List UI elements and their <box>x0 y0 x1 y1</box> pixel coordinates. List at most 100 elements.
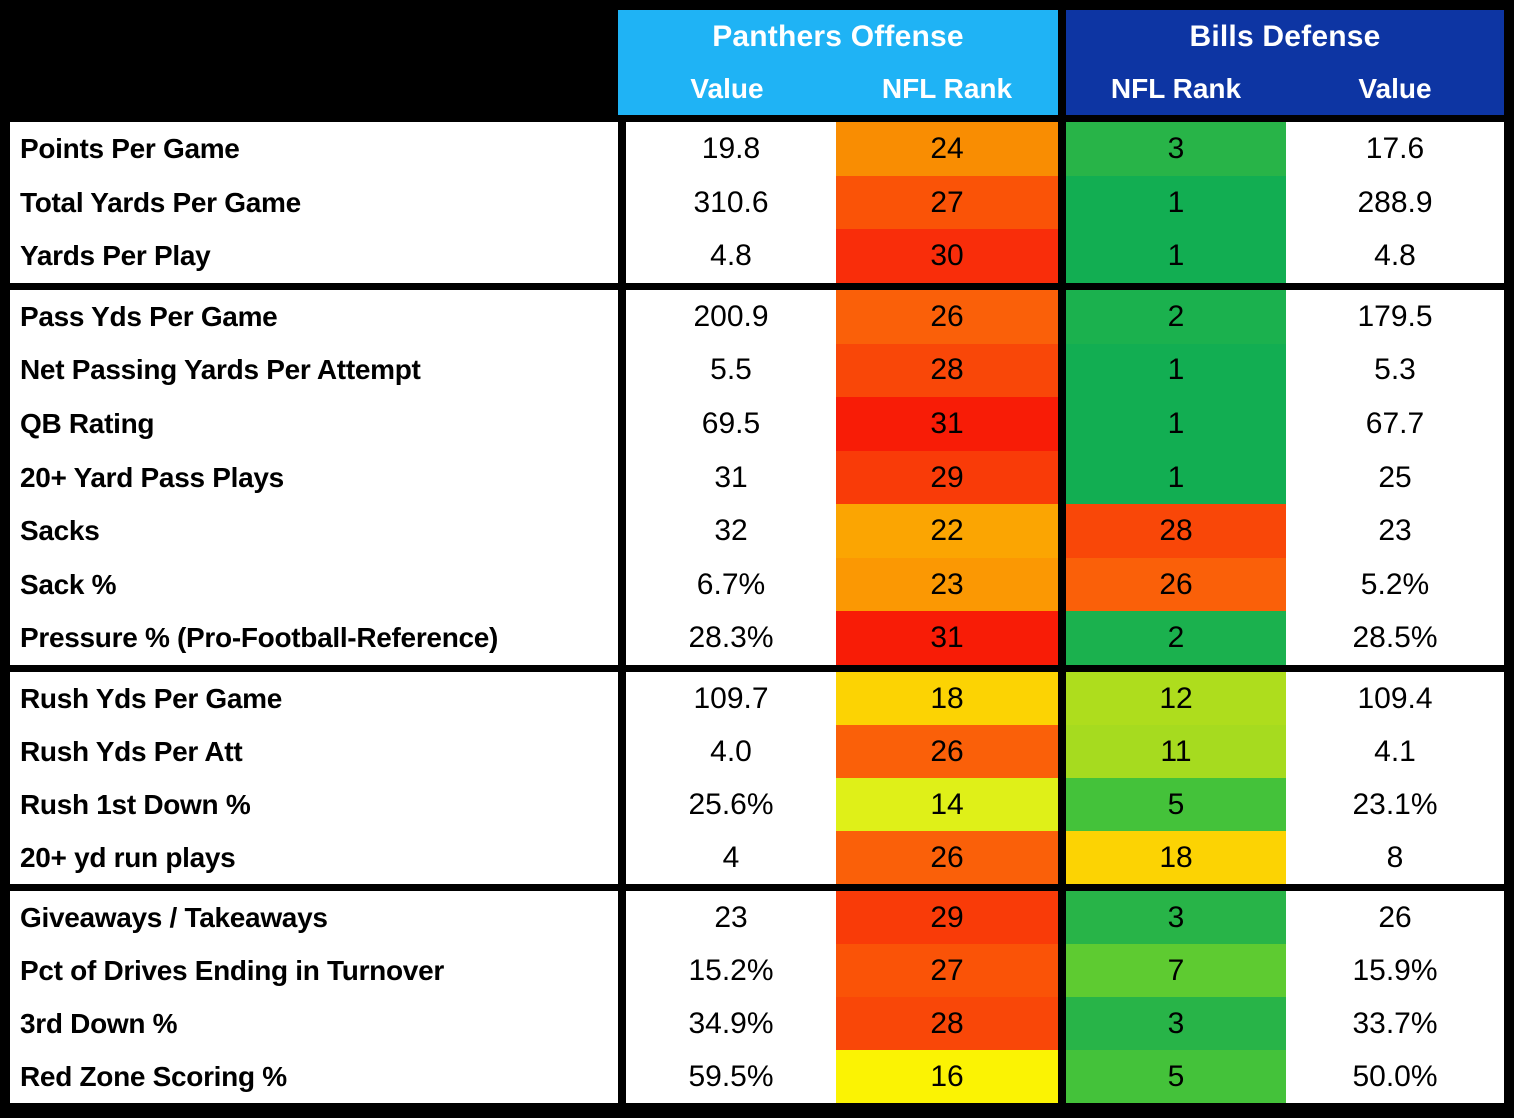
defense-value-cell: 4.1 <box>1286 725 1504 778</box>
table-row: Rush 1st Down % 25.6% 14 5 23.1% <box>10 778 1504 831</box>
defense-rank-cell: 1 <box>1066 175 1286 230</box>
defense-rank-cell: 5 <box>1066 1050 1286 1103</box>
offense-value-cell: 59.5% <box>626 1050 836 1103</box>
defense-rank-cell: 12 <box>1066 672 1286 725</box>
column-divider <box>618 944 626 997</box>
table-row: Red Zone Scoring % 59.5% 16 5 50.0% <box>10 1050 1504 1103</box>
row-label: 3rd Down % <box>10 997 618 1050</box>
table-section: Rush Yds Per Game 109.7 18 12 109.4 Rush Yds … <box>10 672 1504 884</box>
offense-value-cell: 69.5 <box>626 397 836 451</box>
defense-rank-cell: 5 <box>1066 778 1286 831</box>
defense-rank-column-header: NFL Rank <box>1110 73 1242 104</box>
offense-rank-cell: 26 <box>836 725 1058 778</box>
column-divider <box>1058 831 1066 884</box>
table-row: 20+ yd run plays 4 26 18 8 <box>10 831 1504 884</box>
column-divider <box>1058 504 1066 558</box>
row-label: Sack % <box>10 557 618 612</box>
defense-rank-cell: 7 <box>1066 944 1286 997</box>
offense-value-cell: 25.6% <box>626 778 836 831</box>
column-divider <box>618 672 626 725</box>
column-divider <box>618 725 626 778</box>
table-row: Pct of Drives Ending in Turnover 15.2% 27 7… <box>10 944 1504 997</box>
defense-value-cell: 33.7% <box>1286 997 1504 1050</box>
offense-header-group: Panthers Offense Value NFL Rank <box>618 10 1058 115</box>
offense-value-cell: 310.6 <box>626 175 836 230</box>
section-divider <box>10 283 1504 290</box>
column-divider <box>1058 725 1066 778</box>
row-label: QB Rating <box>10 397 618 451</box>
header-corner-spacer <box>10 10 618 115</box>
offense-rank-column-header: NFL Rank <box>881 73 1013 104</box>
defense-value-cell: 23.1% <box>1286 778 1504 831</box>
offense-subheader: Value NFL Rank <box>618 63 1058 115</box>
offense-value-cell: 200.9 <box>626 290 836 344</box>
column-divider <box>1058 343 1066 398</box>
defense-value-cell: 288.9 <box>1286 175 1504 230</box>
table-row: Pass Yds Per Game 200.9 26 2 179.5 <box>10 290 1504 344</box>
column-divider <box>618 997 626 1050</box>
section-divider <box>10 884 1504 891</box>
table-row: 20+ Yard Pass Plays 31 29 1 25 <box>10 450 1504 505</box>
table-header: Panthers Offense Value NFL Rank Bills De… <box>10 10 1504 115</box>
section-divider <box>10 115 1504 122</box>
column-divider <box>618 831 626 884</box>
row-label: Red Zone Scoring % <box>10 1050 618 1103</box>
offense-value-cell: 109.7 <box>626 672 836 725</box>
defense-value-cell: 15.9% <box>1286 944 1504 997</box>
column-divider <box>618 175 626 230</box>
defense-value-cell: 25 <box>1286 450 1504 505</box>
column-divider <box>618 450 626 505</box>
row-label: Pct of Drives Ending in Turnover <box>10 944 618 997</box>
column-divider <box>1058 997 1066 1050</box>
row-label: Giveaways / Takeaways <box>10 891 618 944</box>
row-label: Rush Yds Per Att <box>10 725 618 778</box>
column-divider <box>1058 229 1066 284</box>
offense-value-cell: 15.2% <box>626 944 836 997</box>
table-section: Giveaways / Takeaways 23 29 3 26 Pct of Drive… <box>10 891 1504 1103</box>
defense-rank-cell: 28 <box>1066 504 1286 558</box>
offense-rank-cell: 18 <box>836 672 1058 725</box>
row-label: 20+ yd run plays <box>10 831 618 884</box>
row-label: Net Passing Yards Per Attempt <box>10 343 618 398</box>
offense-value-cell: 4 <box>626 831 836 884</box>
column-divider <box>618 778 626 831</box>
column-divider <box>1058 557 1066 612</box>
row-label: Pass Yds Per Game <box>10 290 618 344</box>
defense-value-cell: 67.7 <box>1286 397 1504 451</box>
defense-value-cell: 23 <box>1286 504 1504 558</box>
offense-rank-cell: 16 <box>836 1050 1058 1103</box>
offense-rank-cell: 27 <box>836 944 1058 997</box>
defense-rank-cell: 2 <box>1066 611 1286 666</box>
column-divider <box>618 229 626 284</box>
defense-rank-cell: 1 <box>1066 229 1286 284</box>
column-divider <box>1058 891 1066 944</box>
offense-value-column-header: Value <box>690 73 764 104</box>
defense-header-group: Bills Defense NFL Rank Value <box>1066 10 1504 115</box>
offense-rank-cell: 31 <box>836 397 1058 451</box>
row-label: 20+ Yard Pass Plays <box>10 450 618 505</box>
defense-value-cell: 28.5% <box>1286 611 1504 666</box>
column-divider <box>1058 290 1066 344</box>
column-divider <box>1058 450 1066 505</box>
defense-value-cell: 109.4 <box>1286 672 1504 725</box>
defense-rank-cell: 1 <box>1066 343 1286 398</box>
column-divider <box>1058 122 1066 176</box>
column-divider <box>618 611 626 666</box>
offense-rank-cell: 23 <box>836 557 1058 612</box>
defense-rank-cell: 11 <box>1066 725 1286 778</box>
offense-value-cell: 28.3% <box>626 611 836 666</box>
offense-rank-cell: 26 <box>836 831 1058 884</box>
defense-rank-cell: 26 <box>1066 557 1286 612</box>
table-row: Giveaways / Takeaways 23 29 3 26 <box>10 891 1504 944</box>
defense-value-column-header: Value <box>1358 73 1432 104</box>
table-row: Yards Per Play 4.8 30 1 4.8 <box>10 229 1504 284</box>
table-row: Pressure % (Pro-Football-Reference) 28.3%… <box>10 611 1504 666</box>
table-row: Sacks 32 22 28 23 <box>10 504 1504 558</box>
row-label: Pressure % (Pro-Football-Reference) <box>10 611 618 666</box>
row-label: Rush 1st Down % <box>10 778 618 831</box>
table-section: Pass Yds Per Game 200.9 26 2 179.5 Net Passin… <box>10 290 1504 666</box>
offense-value-cell: 5.5 <box>626 343 836 398</box>
defense-value-cell: 4.8 <box>1286 229 1504 284</box>
column-divider <box>1058 778 1066 831</box>
